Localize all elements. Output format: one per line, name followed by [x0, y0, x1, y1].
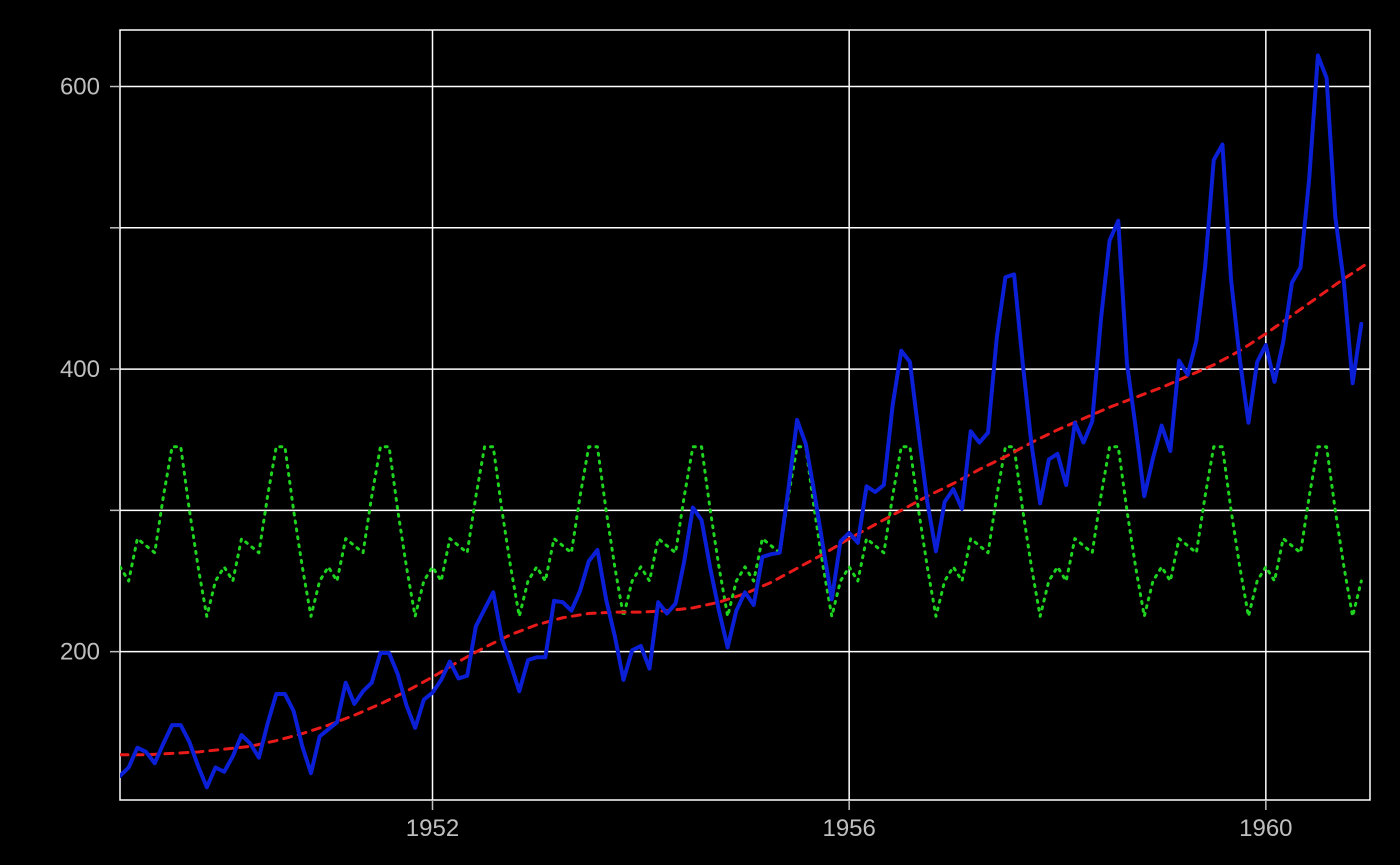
x-tick-label: 1956: [822, 815, 875, 842]
y-tick-label: 200: [60, 639, 100, 666]
x-tick-label: 1952: [406, 815, 459, 842]
chart-svg: 1952 1956 1960 200 400 600: [0, 0, 1400, 865]
time-series-chart: 1952 1956 1960 200 400 600: [0, 0, 1400, 865]
x-tick-label: 1960: [1239, 815, 1292, 842]
y-tick-label: 600: [60, 74, 100, 101]
chart-background: [0, 0, 1400, 865]
y-tick-label: 400: [60, 356, 100, 383]
